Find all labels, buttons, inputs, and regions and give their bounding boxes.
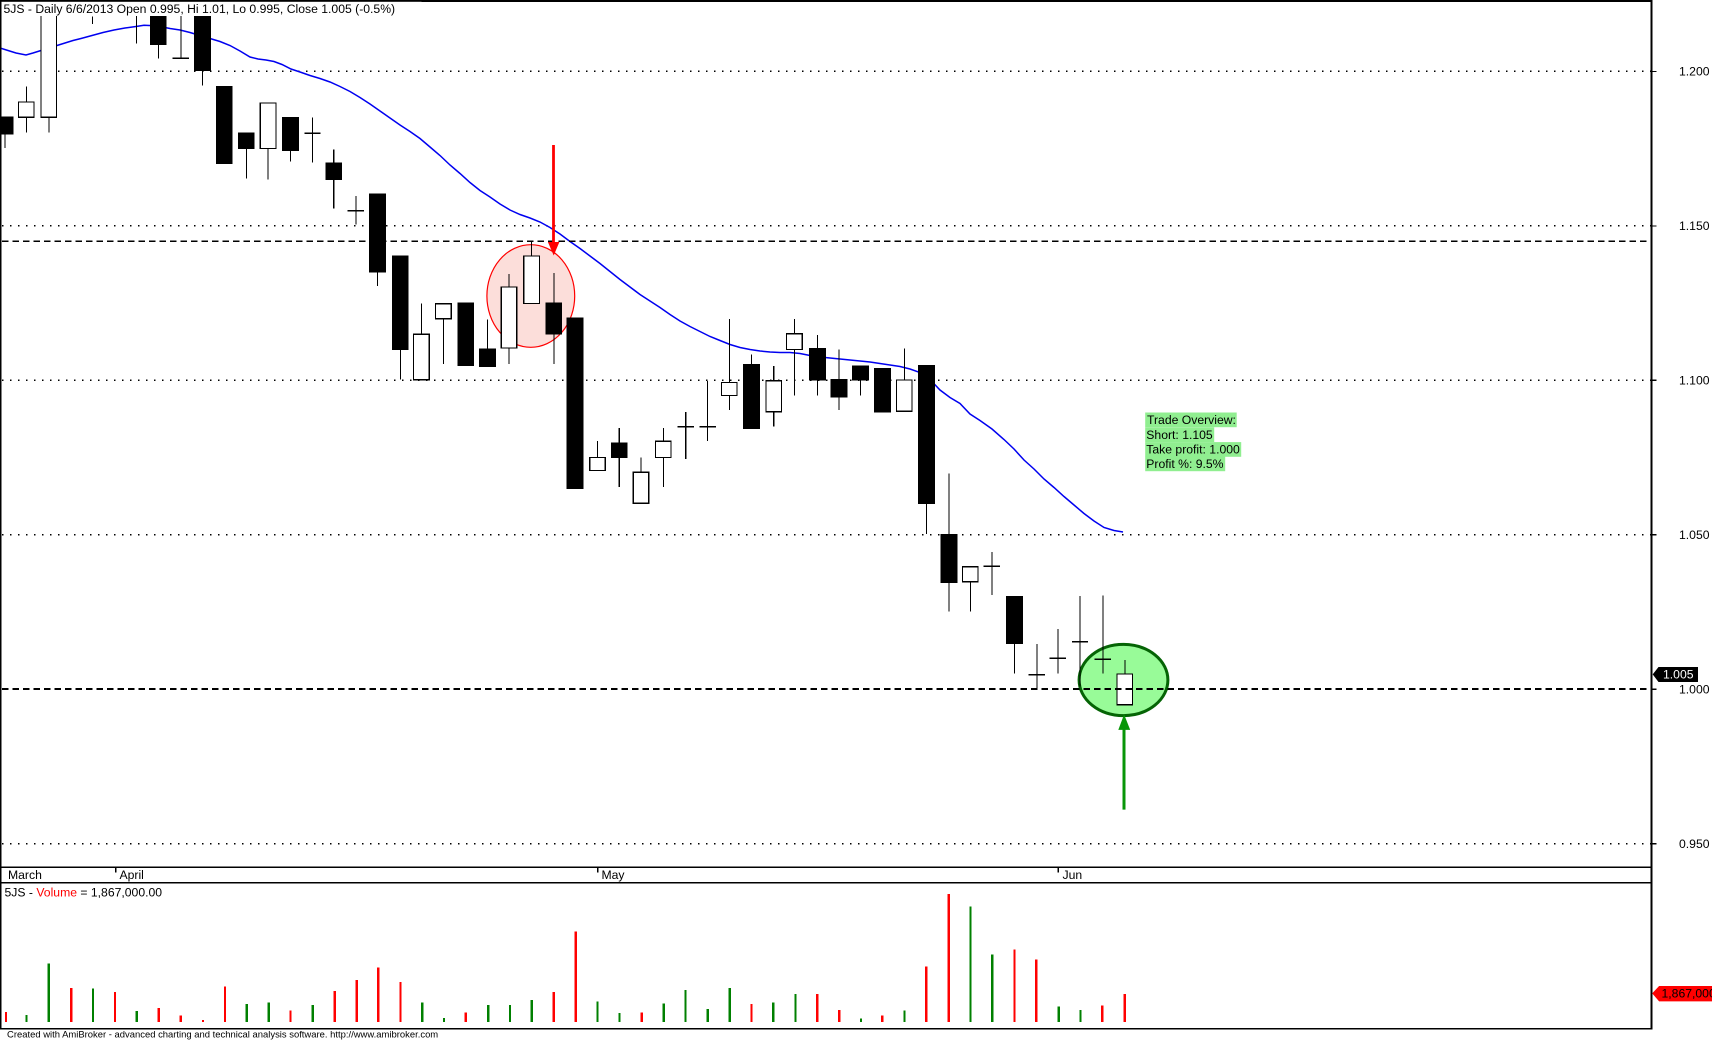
svg-text:1.200: 1.200: [1679, 65, 1710, 79]
svg-text:Jun: Jun: [1063, 868, 1083, 882]
svg-text:May: May: [602, 868, 626, 882]
svg-text:5JS - Volume = 1,867,000.00: 5JS - Volume = 1,867,000.00: [5, 886, 163, 900]
svg-text:March: March: [8, 868, 42, 882]
svg-text:Take profit: 1.000: Take profit: 1.000: [1146, 443, 1240, 457]
svg-text:1.000: 1.000: [1679, 683, 1710, 697]
svg-text:1.150: 1.150: [1679, 219, 1710, 233]
svg-text:5JS - Daily 6/6/2013 Open 0.99: 5JS - Daily 6/6/2013 Open 0.995, Hi 1.01…: [4, 2, 396, 16]
svg-text:Created with AmiBroker - advan: Created with AmiBroker - advanced charti…: [7, 1030, 438, 1041]
svg-text:Trade Overview:: Trade Overview:: [1147, 413, 1236, 427]
svg-text:1,867,000.00: 1,867,000.00: [1662, 987, 1712, 1001]
svg-text:1.005: 1.005: [1663, 668, 1694, 682]
svg-text:Short: 1.105: Short: 1.105: [1146, 428, 1213, 442]
svg-text:April: April: [120, 868, 144, 882]
svg-text:0.950: 0.950: [1679, 837, 1710, 851]
svg-text:1.050: 1.050: [1679, 528, 1710, 542]
svg-text:1.100: 1.100: [1679, 374, 1710, 388]
svg-text:Profit %: 9.5%: Profit %: 9.5%: [1146, 457, 1223, 471]
